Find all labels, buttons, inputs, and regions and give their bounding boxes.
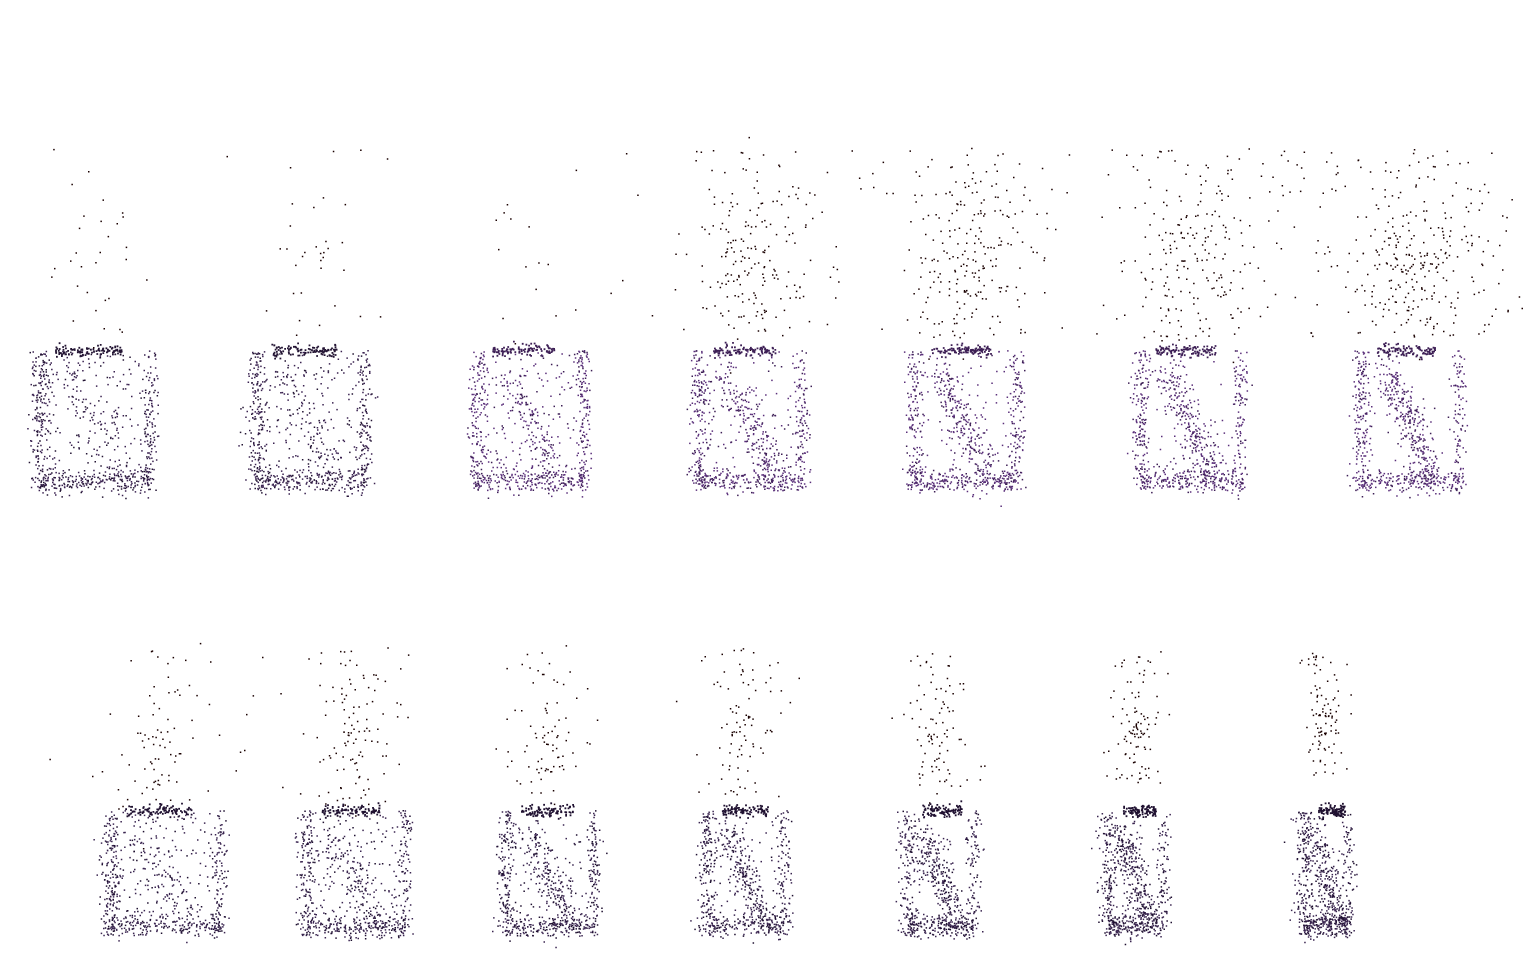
purple-points	[294, 810, 414, 942]
dark-points	[280, 647, 410, 817]
dark-points	[1103, 651, 1171, 784]
purple-points	[492, 810, 604, 949]
dark-points	[51, 148, 148, 349]
purple-points	[1126, 350, 1249, 497]
purple-points	[690, 810, 794, 941]
purple-points	[1348, 350, 1469, 497]
purple-points	[1289, 811, 1358, 944]
purple-points	[27, 350, 160, 499]
point-cloud	[49, 642, 264, 944]
purple-dense-points	[1283, 802, 1358, 938]
purple-points	[1091, 812, 1172, 943]
purple-dense-points	[694, 804, 794, 944]
purple-dense-points	[1096, 804, 1173, 946]
purple-dense-points	[1128, 343, 1253, 500]
purple-dense-points	[495, 802, 608, 942]
point-cloud	[1091, 651, 1173, 946]
dark-points	[1283, 149, 1523, 376]
point-cloud	[466, 153, 628, 499]
dark-points	[675, 648, 800, 798]
purple-points	[895, 810, 985, 940]
dark-points	[637, 136, 861, 374]
point-cloud	[1283, 149, 1523, 499]
dark-points	[226, 149, 389, 336]
dark-points	[891, 653, 986, 804]
point-cloud	[492, 645, 608, 949]
dark-points	[495, 645, 599, 806]
point-cloud	[27, 148, 160, 500]
dark-points	[860, 147, 1110, 377]
purple-points	[688, 350, 812, 496]
purple-points	[902, 350, 1027, 507]
point-cloud	[1101, 148, 1337, 500]
purple-dense-points	[467, 340, 593, 499]
point-cloud	[860, 147, 1110, 507]
dark-points	[1101, 148, 1337, 364]
point-cloud	[280, 647, 414, 942]
point-cloud	[1283, 652, 1358, 944]
purple-points	[466, 350, 593, 498]
dark-points	[49, 642, 264, 850]
purple-dense-points	[1346, 342, 1467, 499]
point-cloud	[637, 136, 861, 497]
dark-points	[1299, 652, 1352, 776]
purple-points	[238, 350, 379, 497]
purple-dense-points	[905, 342, 1027, 493]
point-cloud	[675, 648, 800, 944]
point-cloud	[226, 149, 389, 497]
purple-points	[93, 810, 231, 944]
purple-dense-points	[98, 802, 229, 939]
dark-points	[495, 153, 628, 345]
purple-dense-points	[239, 342, 373, 497]
point-cloud	[891, 653, 986, 940]
